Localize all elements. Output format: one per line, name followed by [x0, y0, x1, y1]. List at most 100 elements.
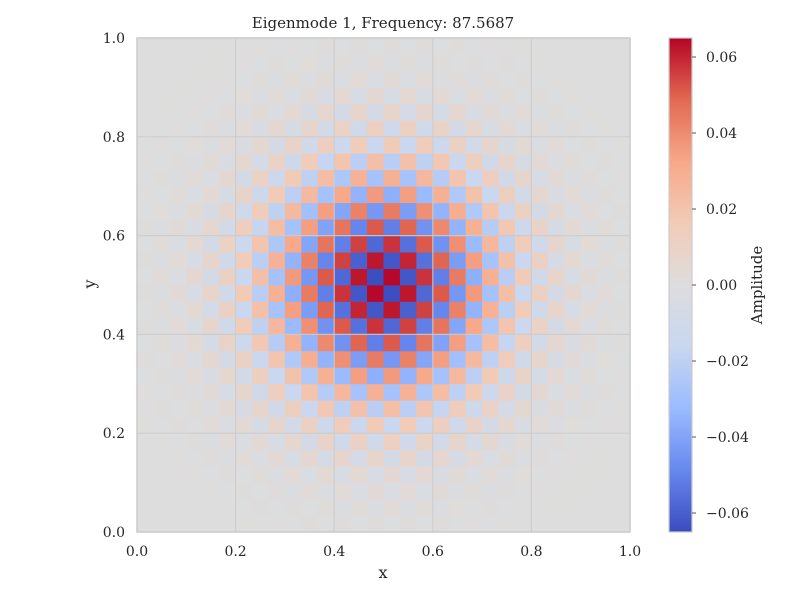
heatmap-cell	[449, 202, 467, 220]
heatmap-cell	[416, 252, 434, 269]
heatmap-cell	[547, 285, 565, 302]
x-tick-label: 0.8	[520, 544, 542, 560]
heatmap-cell	[202, 169, 220, 187]
heatmap-cell	[137, 87, 154, 105]
y-tick-label: 0.4	[103, 327, 125, 343]
heatmap-cell	[432, 235, 450, 253]
heatmap-cell	[235, 482, 253, 500]
heatmap-cell	[153, 120, 171, 138]
heatmap-cell	[301, 120, 319, 138]
heatmap-cell	[137, 268, 154, 286]
heatmap-cell	[268, 268, 286, 286]
heatmap-cell	[383, 202, 401, 220]
heatmap-cell	[531, 87, 549, 105]
heatmap-cell	[498, 38, 516, 55]
heatmap-cell	[383, 350, 401, 368]
heatmap-cell	[416, 449, 434, 467]
heatmap-cell	[202, 449, 220, 467]
y-tick-label: 0.0	[103, 525, 125, 541]
heatmap-cell	[498, 235, 516, 253]
y-tick-label: 0.6	[103, 229, 125, 245]
heatmap-cell	[284, 153, 302, 171]
heatmap-cell	[219, 416, 236, 434]
heatmap-cell	[202, 400, 220, 418]
heatmap-cell	[597, 433, 614, 451]
heatmap-cell	[235, 317, 253, 335]
heatmap-cell	[498, 499, 516, 516]
heatmap-cell	[399, 120, 417, 138]
heatmap-cell	[202, 54, 220, 72]
heatmap-cell	[564, 317, 582, 335]
colorbar-tick-label: −0.02	[706, 354, 749, 370]
heatmap-cell	[547, 482, 565, 500]
heatmap-cell	[399, 219, 417, 236]
heatmap-cell	[301, 202, 319, 220]
heatmap-cell	[399, 499, 417, 516]
heatmap-cell	[153, 350, 171, 368]
heatmap-cell	[482, 202, 499, 220]
heatmap-cell	[317, 301, 335, 319]
heatmap-cell	[235, 466, 253, 483]
heatmap-cell	[597, 103, 614, 121]
heatmap-cell	[317, 334, 335, 352]
heatmap-cell	[252, 169, 269, 187]
heatmap-cell	[186, 367, 204, 385]
heatmap-cell	[350, 449, 368, 467]
heatmap-cell	[399, 466, 417, 483]
heatmap-cell	[317, 219, 335, 236]
heatmap-cell	[514, 367, 532, 385]
heatmap-cell	[432, 515, 450, 533]
heatmap-cell	[268, 285, 286, 302]
heatmap-cell	[301, 301, 319, 319]
heatmap-cell	[169, 103, 187, 121]
heatmap-cell	[564, 169, 582, 187]
heatmap-cell	[367, 235, 384, 253]
heatmap-cell	[580, 334, 598, 352]
heatmap-cell	[597, 334, 614, 352]
heatmap-cell	[432, 38, 450, 55]
heatmap-cell	[613, 416, 631, 434]
heatmap-cell	[531, 367, 549, 385]
heatmap-cell	[498, 153, 516, 171]
heatmap-cell	[597, 202, 614, 220]
heatmap-cell	[350, 268, 368, 286]
heatmap-cell	[531, 38, 549, 55]
heatmap-cell	[547, 120, 565, 138]
heatmap-cell	[465, 153, 483, 171]
heatmap-cell	[350, 317, 368, 335]
heatmap-cell	[219, 301, 236, 319]
heatmap-cell	[350, 301, 368, 319]
heatmap-cell	[153, 416, 171, 434]
heatmap-cell	[514, 153, 532, 171]
heatmap-cell	[317, 235, 335, 253]
heatmap-cell	[449, 416, 467, 434]
heatmap-cell	[284, 433, 302, 451]
heatmap-cell	[547, 350, 565, 368]
heatmap-cell	[252, 87, 269, 105]
heatmap-cell	[449, 70, 467, 88]
heatmap-cell	[613, 54, 631, 72]
heatmap-cell	[367, 38, 384, 55]
heatmap-cell	[169, 38, 187, 55]
heatmap-cell	[547, 202, 565, 220]
heatmap-cell	[137, 235, 154, 253]
heatmap-cell	[465, 285, 483, 302]
heatmap-cell	[153, 449, 171, 467]
heatmap-cell	[169, 285, 187, 302]
heatmap-cell	[235, 120, 253, 138]
heatmap-cell	[613, 38, 631, 55]
heatmap-cell	[498, 70, 516, 88]
heatmap-cell	[514, 499, 532, 516]
heatmap-cell	[284, 367, 302, 385]
heatmap-cell	[465, 38, 483, 55]
heatmap-cell	[383, 38, 401, 55]
heatmap-cell	[580, 252, 598, 269]
heatmap-cell	[432, 466, 450, 483]
heatmap-cell	[317, 285, 335, 302]
heatmap-cell	[153, 367, 171, 385]
heatmap-cell	[334, 153, 352, 171]
heatmap-cell	[301, 367, 319, 385]
heatmap-cell	[564, 153, 582, 171]
heatmap-cell	[597, 136, 614, 154]
heatmap-cell	[465, 367, 483, 385]
